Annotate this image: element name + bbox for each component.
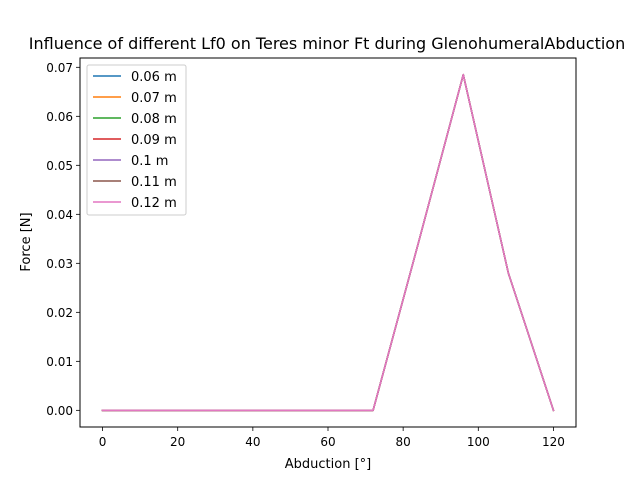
y-tick-label: 0.07 (46, 61, 73, 75)
y-axis-ticks: 0.00 0.01 0.02 0.03 0.04 0.05 0.06 0.07 (46, 61, 80, 418)
x-tick-label: 80 (396, 435, 411, 449)
legend-label-4: 0.1 m (131, 154, 168, 169)
x-tick-label: 120 (542, 435, 565, 449)
x-tick-label: 40 (245, 435, 260, 449)
series-line-6 (101, 73, 555, 412)
x-axis-ticks: 0 20 40 60 80 100 120 (99, 427, 565, 449)
y-tick-label: 0.05 (46, 159, 73, 173)
x-tick-label: 60 (320, 435, 335, 449)
legend-label-2: 0.08 m (131, 112, 177, 127)
y-tick-label: 0.02 (46, 306, 73, 320)
x-tick-label: 100 (467, 435, 490, 449)
legend-label-1: 0.07 m (131, 91, 177, 106)
y-tick-label: 0.03 (46, 257, 73, 271)
legend-frame (86, 64, 187, 216)
y-tick-label: 0.04 (46, 208, 73, 222)
legend-items: 0.06 m 0.07 m 0.08 m 0.09 m 0.1 m 0.11 m 0.12 … (93, 70, 177, 211)
x-tick-label: 0 (99, 435, 107, 449)
legend-label-5: 0.11 m (131, 175, 177, 190)
y-tick-label: 0.06 (46, 110, 73, 124)
chart-title: Influence of different Lf0 on Teres mino… (29, 34, 625, 53)
legend: 0.06 m 0.07 m 0.08 m 0.09 m 0.1 m 0.11 m 0.12 … (86, 64, 187, 216)
legend-label-0: 0.06 m (131, 70, 177, 85)
y-tick-label: 0.01 (46, 355, 73, 369)
y-axis-label: Force [N] (19, 212, 34, 271)
legend-label-6: 0.12 m (131, 196, 177, 211)
legend-label-3: 0.09 m (131, 133, 177, 148)
y-tick-label: 0.00 (46, 404, 73, 418)
x-tick-label: 20 (170, 435, 185, 449)
x-axis-label: Abduction [°] (285, 457, 371, 472)
series-layer (101, 73, 555, 412)
